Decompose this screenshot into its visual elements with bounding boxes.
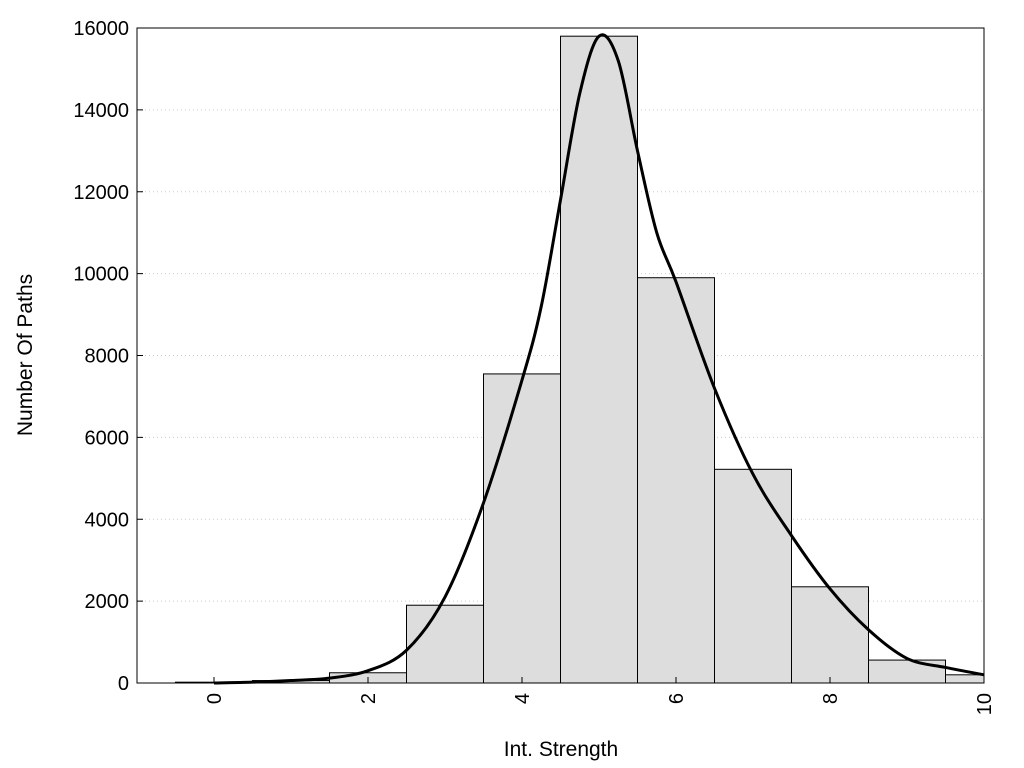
- histogram-bar: [945, 674, 985, 684]
- x-tick-label: 8: [820, 693, 842, 704]
- y-axis-title: Number Of Paths: [14, 274, 37, 436]
- axes: [136, 27, 985, 684]
- x-tick-label: 10: [974, 693, 996, 715]
- y-tick-label: 16000: [73, 18, 129, 40]
- x-tick-label: 4: [512, 693, 534, 704]
- histogram-bar: [868, 659, 946, 684]
- histogram-bars: [175, 35, 985, 684]
- y-tick-label: 10000: [73, 264, 129, 286]
- histogram-bar: [560, 35, 638, 684]
- x-axis-title: Int. Strength: [504, 738, 618, 761]
- histogram-bar: [791, 586, 869, 684]
- fit-curve-layer: [213, 33, 985, 685]
- histogram-bar: [483, 373, 561, 684]
- y-tick-label: 14000: [73, 100, 129, 122]
- fit-curve: [213, 33, 985, 685]
- y-tick-label: 12000: [73, 182, 129, 204]
- histogram-bar: [637, 277, 715, 684]
- y-tick-labels: 0 2000 4000 6000 8000 10000 12000 14000 16000: [73, 18, 129, 695]
- y-tick-label: 4000: [85, 509, 130, 531]
- x-tick-label: 2: [358, 693, 380, 704]
- histogram-bar: [406, 604, 484, 684]
- y-tick-label: 8000: [85, 346, 130, 368]
- y-tick-label: 6000: [85, 427, 130, 449]
- x-tick-label: 0: [204, 693, 226, 704]
- histogram-bar: [714, 468, 792, 684]
- y-tick-label: 2000: [85, 591, 130, 613]
- y-tick-label: 0: [118, 673, 129, 695]
- x-tick-label: 6: [666, 693, 688, 704]
- x-tick-labels: 0 2 4 6 8 10: [204, 693, 996, 715]
